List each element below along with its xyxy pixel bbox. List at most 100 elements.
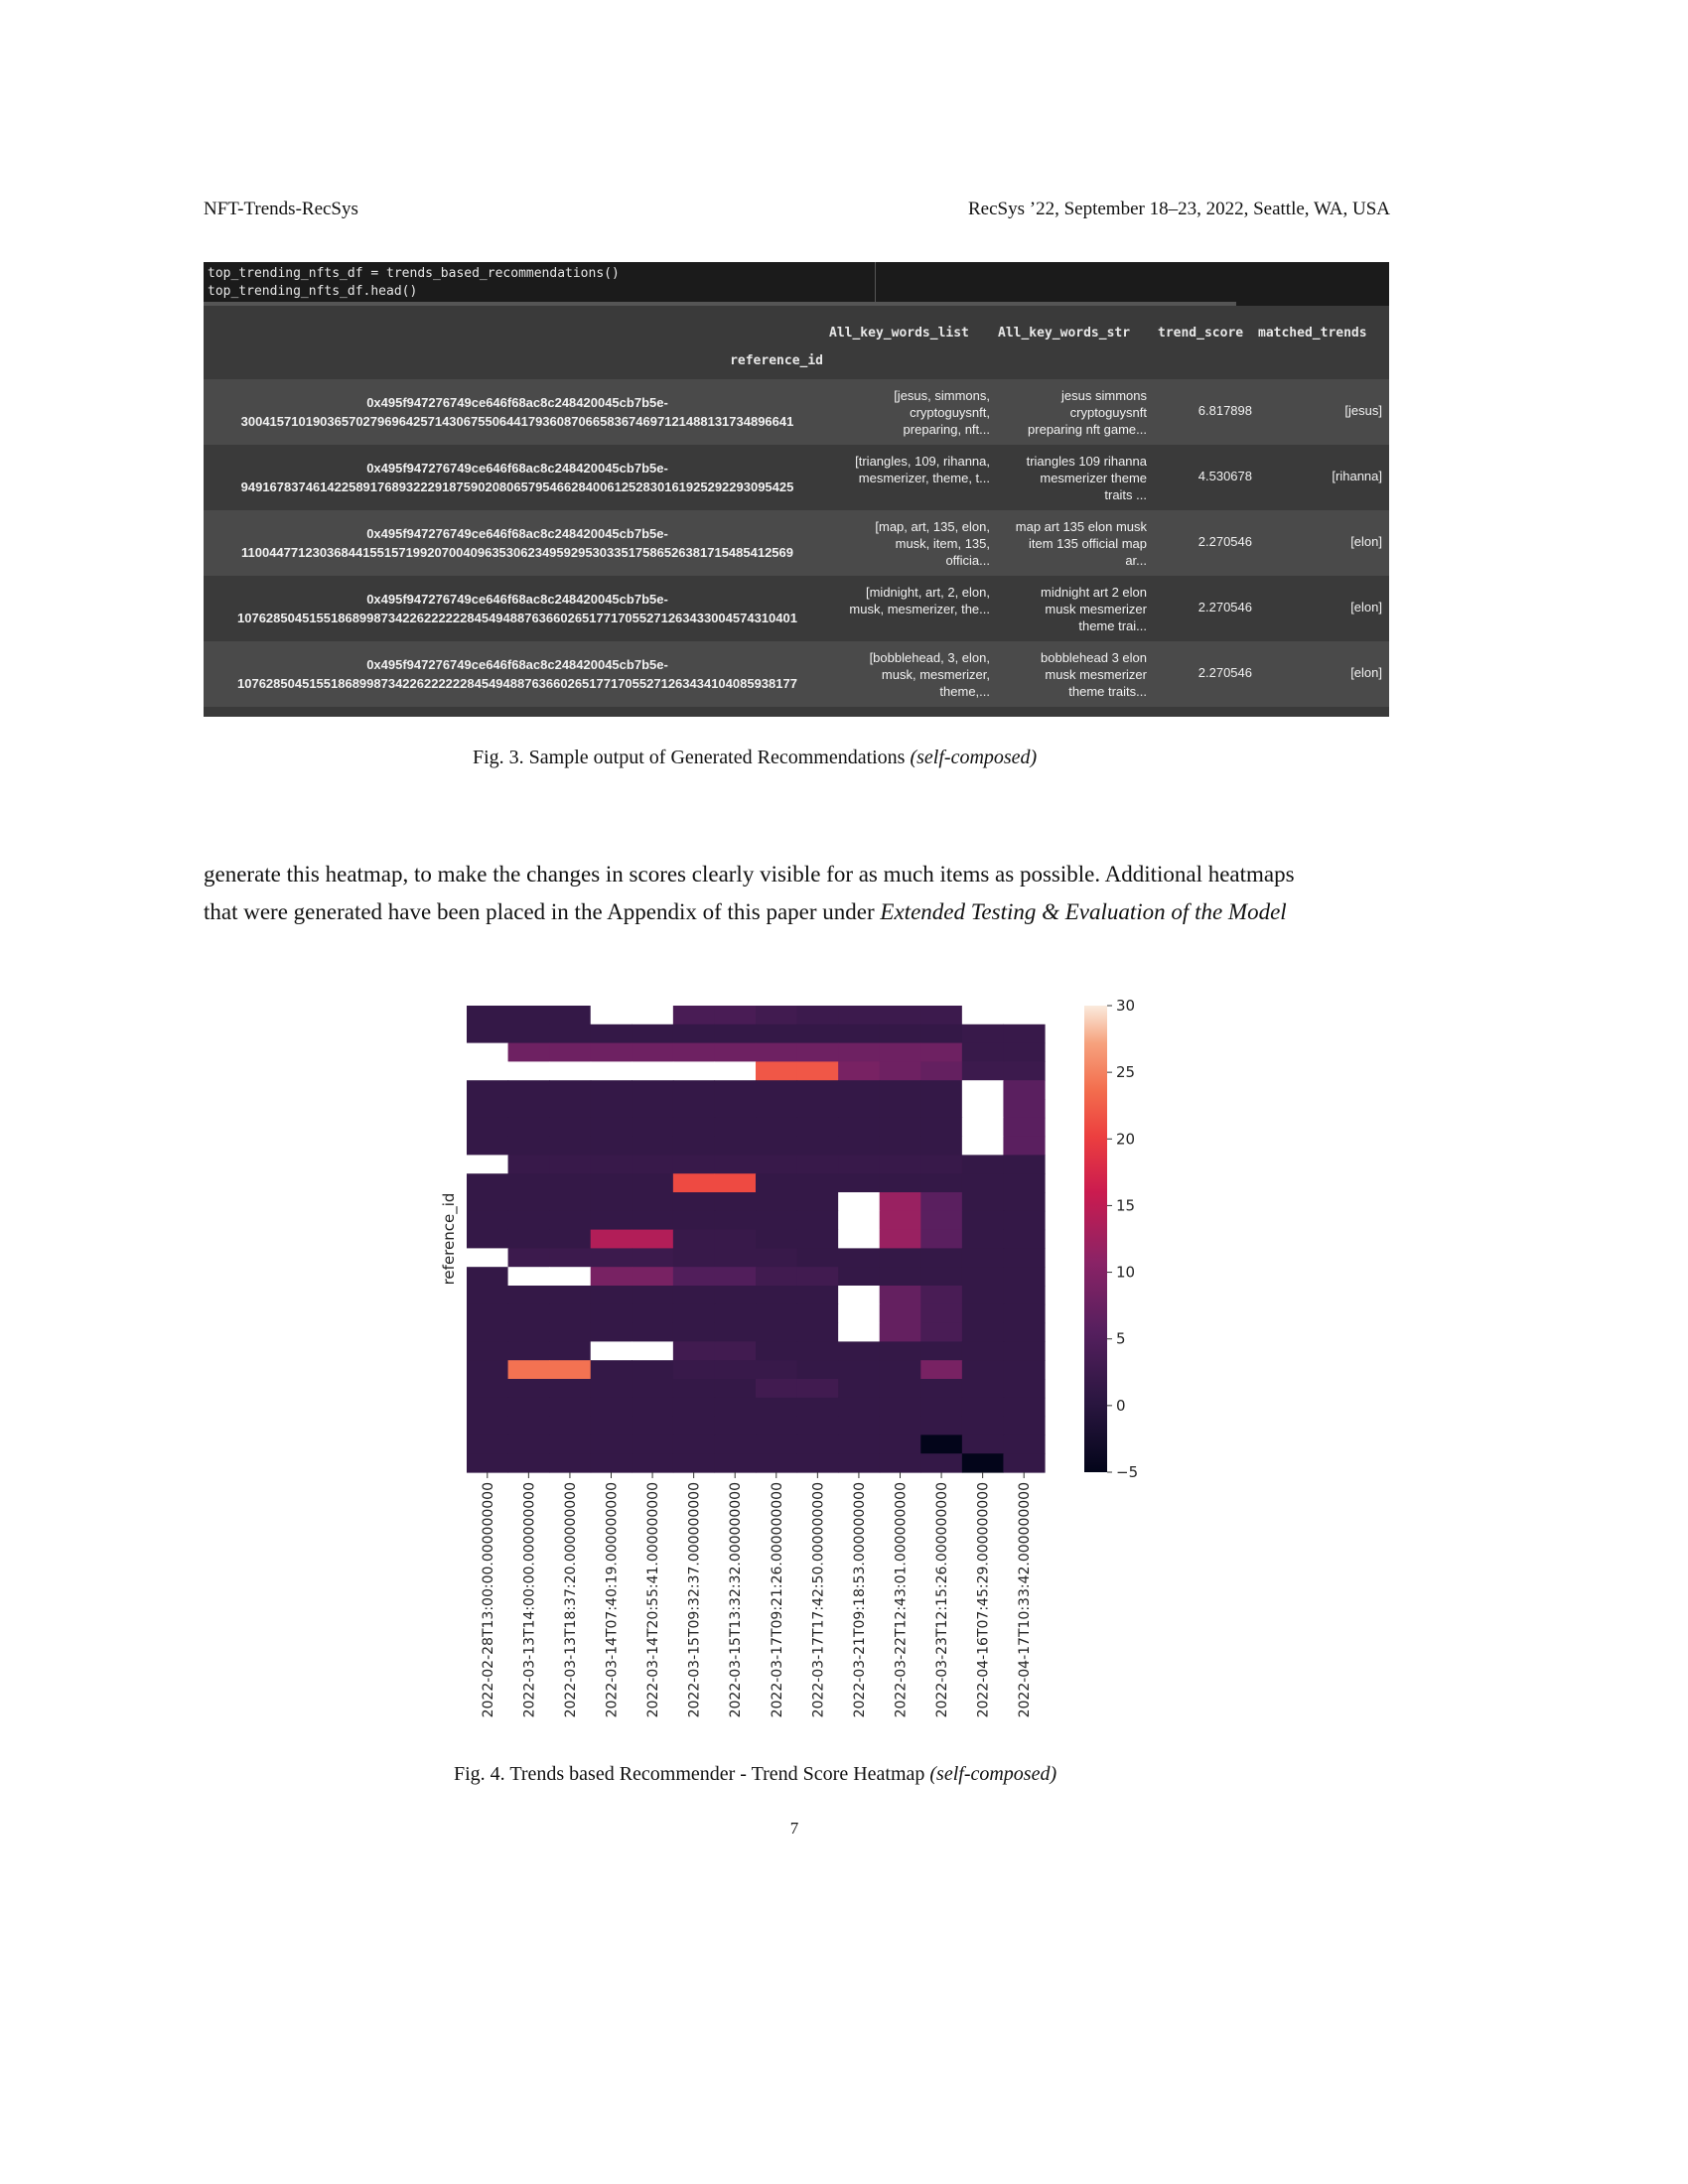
heatmap-cell [879, 1397, 921, 1418]
trend-score-cell: 2.270546 [1153, 600, 1252, 614]
heatmap-cell [920, 1136, 963, 1156]
heatmap-cell [714, 1286, 757, 1305]
matched-trends-cell-line: [jesus] [1344, 403, 1382, 418]
heatmap-cell [507, 1416, 550, 1435]
trend-score-cell-line: 6.817898 [1197, 403, 1252, 418]
heatmap-cell [838, 1248, 881, 1268]
heatmap-cell [879, 1099, 921, 1119]
heatmap-cell [714, 1341, 757, 1361]
heatmap-cell [549, 1117, 592, 1138]
heatmap-cell [838, 1024, 881, 1044]
heatmap-cell [714, 1267, 757, 1287]
heatmap-cell [672, 1192, 716, 1212]
heatmap-cell [756, 1286, 798, 1305]
heatmap-cell [920, 1434, 963, 1454]
page-number: 7 [789, 1819, 799, 1838]
heatmap-cell [920, 1379, 963, 1399]
heatmap-cell [879, 1229, 921, 1249]
x-tick-label: 2022-04-17T10:33:42.000000000 [1017, 1482, 1033, 1717]
keywords-str-cell-line: ar... [1125, 553, 1147, 568]
heatmap-cell [796, 1416, 839, 1435]
heatmap-cell [507, 1303, 550, 1324]
heatmap-cell [961, 1136, 1005, 1156]
heatmap-cell [838, 1136, 881, 1156]
heatmap-cell [632, 1379, 674, 1399]
heatmap-cell [714, 1136, 757, 1156]
heatmap-cell [632, 1192, 674, 1212]
heatmap-cell [632, 1416, 674, 1435]
reference-id-cell: 0x495f947276749ce646f68ac8c248420045cb7b… [204, 655, 831, 693]
reference-id-cell-line: 0x495f947276749ce646f68ac8c248420045cb7b… [366, 395, 668, 410]
heatmap-cell [838, 1379, 881, 1399]
heatmap-cell [920, 1341, 963, 1361]
heatmap-cell [714, 1061, 757, 1081]
heatmap-cell [632, 1099, 674, 1119]
heatmap-cell [467, 1006, 509, 1025]
reference-id-cell: 0x495f947276749ce646f68ac8c248420045cb7b… [204, 524, 831, 562]
keywords-list-cell-line: officia... [945, 553, 990, 568]
trend-score-cell-line: 2.270546 [1197, 534, 1252, 549]
heatmap-cell [756, 1024, 798, 1044]
heatmap-cell [590, 1303, 633, 1324]
heatmap-cell [672, 1080, 716, 1100]
heatmap-cell [796, 1099, 839, 1119]
heatmap-cell [961, 1416, 1005, 1435]
heatmap-cell [507, 1360, 550, 1380]
heatmap-cell [672, 1117, 716, 1138]
heatmap-cell [796, 1286, 839, 1305]
heatmap-cell [549, 1397, 592, 1418]
heatmap-cell [756, 1303, 798, 1324]
heatmap-cell [549, 1173, 592, 1193]
heatmap-cell [507, 1322, 550, 1342]
heatmap-cell [796, 1210, 839, 1231]
heatmap-cell [920, 1397, 963, 1418]
matched-trends-cell: [elon] [1350, 534, 1382, 549]
heatmap-cell [920, 1006, 963, 1025]
heatmap-cell [672, 1210, 716, 1231]
heatmap-cell [756, 1061, 798, 1081]
heatmap-cell [1003, 1229, 1046, 1249]
heatmap-cell [467, 1042, 509, 1062]
heatmap-cell [590, 1192, 633, 1212]
heatmap-cell [796, 1360, 839, 1380]
heatmap-cell [961, 1006, 1005, 1025]
heatmap-cell [507, 1453, 550, 1473]
heatmap-cell [672, 1434, 716, 1454]
trend-score-cell-line: 2.270546 [1197, 600, 1252, 614]
heatmap-cell [920, 1210, 963, 1231]
heatmap-cell [714, 1416, 757, 1435]
heatmap-cell [507, 1006, 550, 1025]
heatmap-cell [507, 1397, 550, 1418]
colorbar-tick-label: 30 [1116, 998, 1135, 1015]
reference-id-cell-line: 0x495f947276749ce646f68ac8c248420045cb7b… [366, 526, 668, 541]
heatmap-cell [1003, 1024, 1046, 1044]
keywords-list-cell: [triangles, 109, rihanna, mesmerizer, the… [831, 453, 990, 486]
heatmap-cell [507, 1248, 550, 1268]
heatmap-cell [920, 1286, 963, 1305]
table-header: All_key_words_list All_key_words_str tre… [204, 306, 1389, 375]
heatmap-cell [590, 1155, 633, 1174]
heatmap-cell [796, 1117, 839, 1138]
heatmap-cell [879, 1042, 921, 1062]
heatmap-cell [590, 1006, 633, 1025]
heatmap-cell [632, 1006, 674, 1025]
heatmap-cell [879, 1024, 921, 1044]
heatmap-cell [756, 1379, 798, 1399]
heatmap-cell [1003, 1080, 1046, 1100]
heatmap-cell [467, 1080, 509, 1100]
heatmap-cell [507, 1136, 550, 1156]
keywords-str-cell-line: bobblehead 3 elon [1041, 650, 1147, 665]
heatmap-cell [796, 1024, 839, 1044]
heatmap-cell [632, 1453, 674, 1473]
heatmap-cell [672, 1229, 716, 1249]
heatmap-cell [838, 1397, 881, 1418]
code-line: top_trending_nfts_df.head() [208, 284, 418, 299]
heatmap-cell [714, 1210, 757, 1231]
heatmap-cell [1003, 1117, 1046, 1138]
heatmap-cell [632, 1267, 674, 1287]
heatmap-cell [920, 1173, 963, 1193]
heatmap-cell [756, 1117, 798, 1138]
heatmap-cell [549, 1192, 592, 1212]
heatmap-cell [920, 1267, 963, 1287]
heatmap-cell [590, 1099, 633, 1119]
